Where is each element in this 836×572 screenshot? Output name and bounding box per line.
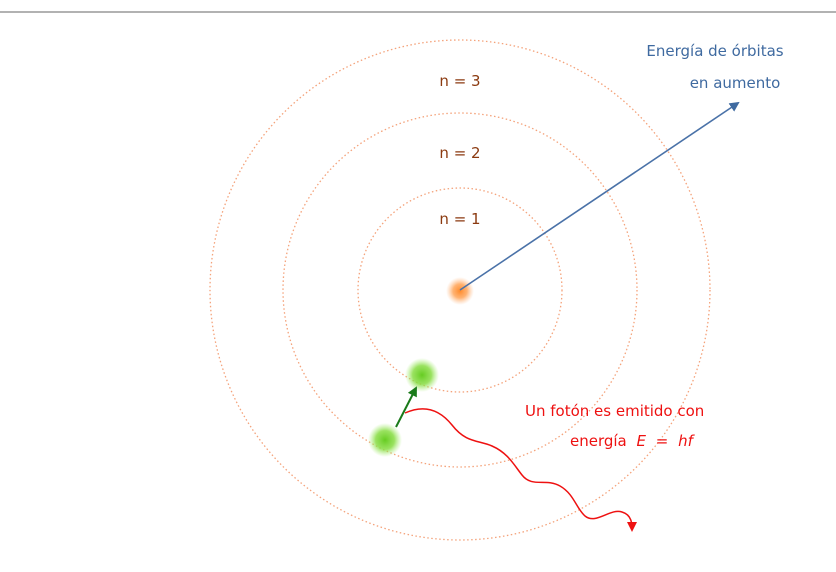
photon-symbol: E (637, 432, 647, 450)
orbit-2 (282, 112, 638, 468)
energy-label: Energía de órbitas (646, 42, 783, 60)
photon-wave (404, 408, 637, 532)
nucleus (446, 277, 474, 305)
orbit-3 (209, 39, 711, 541)
orbit-label: n = 2 (439, 144, 480, 162)
electron (368, 423, 402, 457)
orbit-label: n = 3 (439, 72, 480, 90)
photon-label: energía E = hf (570, 432, 696, 450)
orbit-1 (357, 187, 563, 393)
energy-label: en aumento (690, 74, 781, 92)
electron (405, 358, 439, 392)
orbits (209, 39, 711, 541)
energy-arrow (459, 101, 740, 291)
orbit-label: n = 1 (439, 210, 480, 228)
transition-arrow (395, 386, 417, 428)
photon-label-word: energía (570, 432, 627, 450)
photon-symbol: hf (678, 432, 696, 450)
photon-label: Un fotón es emitido con (525, 402, 704, 420)
photon-equals: = (656, 432, 669, 450)
